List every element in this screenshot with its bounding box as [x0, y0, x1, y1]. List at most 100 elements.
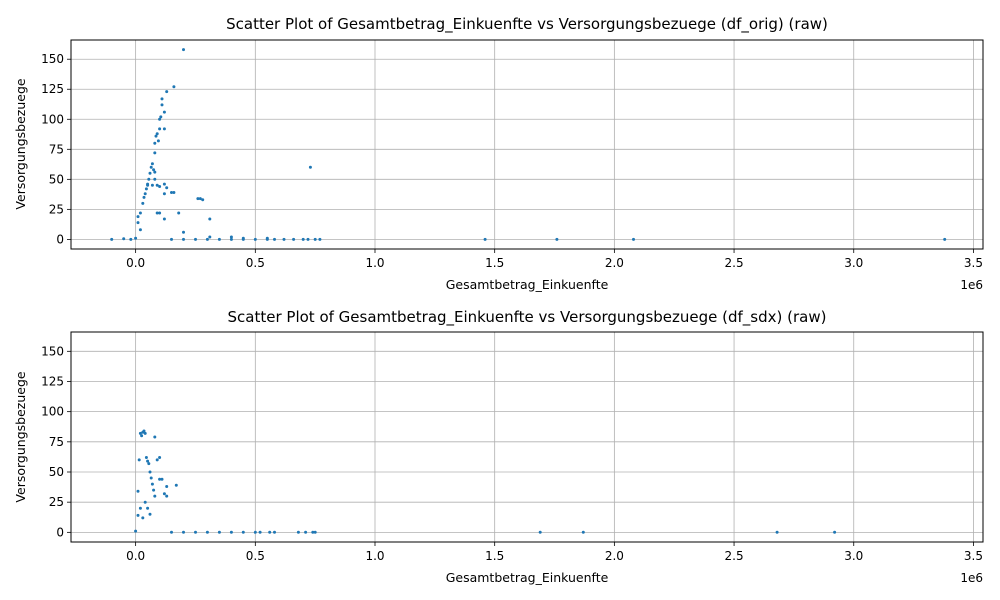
- scatter-point: [143, 500, 147, 504]
- scatter-point: [156, 139, 160, 143]
- subplot-df-orig: Scatter Plot of Gesamtbetrag_Einkuenfte …: [13, 15, 984, 292]
- scatter-point: [143, 431, 147, 435]
- scatter-point: [182, 530, 185, 534]
- scatter-point: [555, 237, 559, 241]
- scatter-point: [158, 185, 162, 188]
- plot-frame: [70, 331, 984, 543]
- scatter-point: [153, 435, 157, 439]
- scatter-point: [162, 110, 166, 114]
- x-tick-label: 0.0: [126, 549, 145, 563]
- scatter-point: [154, 134, 158, 138]
- scatter-point: [153, 494, 157, 498]
- scatter-point: [138, 228, 142, 232]
- scatter-point: [138, 211, 142, 215]
- grid: [71, 40, 983, 249]
- y-axis-label: Versorgungsbezuege: [13, 371, 28, 502]
- scatter-point: [313, 530, 317, 534]
- scatter-point: [158, 211, 162, 215]
- y-tick-label: 75: [49, 435, 64, 449]
- scatter-point: [311, 530, 315, 534]
- scatter-point: [155, 183, 159, 187]
- chart-title: Scatter Plot of Gesamtbetrag_Einkuenfte …: [226, 15, 828, 34]
- scatter-point: [159, 115, 163, 119]
- x-tick-label: 1.5: [485, 256, 504, 270]
- scatter-points: [110, 48, 947, 241]
- scatter-point: [282, 237, 286, 241]
- x-offset-label: 1e6: [960, 571, 983, 585]
- scatter-point: [136, 489, 140, 493]
- x-tick-label: 1.0: [365, 549, 384, 563]
- scatter-point: [165, 485, 169, 488]
- grid: [71, 332, 983, 542]
- scatter-point: [153, 177, 157, 181]
- y-tick-label: 100: [41, 405, 64, 419]
- scatter-point: [136, 221, 140, 225]
- scatter-point: [196, 197, 200, 201]
- scatter-point: [160, 477, 164, 481]
- scatter-point: [134, 236, 138, 240]
- scatter-point: [141, 516, 145, 520]
- scatter-point: [265, 237, 269, 241]
- scatter-point: [306, 237, 310, 241]
- scatter-points: [134, 429, 837, 534]
- scatter-point: [138, 431, 142, 435]
- scatter-point: [136, 215, 140, 219]
- scatter-point: [217, 237, 221, 241]
- scatter-point: [165, 186, 169, 190]
- scatter-point: [273, 530, 276, 534]
- scatter-point: [296, 530, 300, 534]
- subplot-df-sdx: Scatter Plot of Gesamtbetrag_Einkuenfte …: [13, 308, 984, 585]
- scatter-point: [147, 177, 151, 181]
- y-tick-label: 50: [49, 465, 64, 479]
- x-tick-label: 3.5: [964, 549, 983, 563]
- y-tick-label: 150: [41, 344, 64, 358]
- y-tick-label: 50: [49, 172, 64, 186]
- y-tick-label: 150: [41, 52, 64, 66]
- scatter-point: [208, 217, 212, 221]
- x-offset-label: 1e6: [960, 278, 983, 292]
- scatter-point: [182, 237, 185, 241]
- scatter-point: [229, 235, 233, 239]
- scatter-point: [138, 506, 142, 510]
- x-tick-label: 3.0: [844, 256, 863, 270]
- scatter-point: [148, 512, 152, 516]
- scatter-point: [122, 237, 126, 241]
- scatter-point: [153, 141, 157, 145]
- scatter-point: [150, 183, 154, 187]
- scatter-point: [217, 530, 221, 534]
- scatter-point: [158, 477, 162, 481]
- scatter-point: [149, 165, 153, 169]
- scatter-point: [162, 182, 166, 186]
- scatter-point: [141, 201, 145, 205]
- scatter-point: [318, 237, 322, 241]
- x-tick-labels: 0.0 0.5 1.0 1.5 2.0 2.5 3.0 3.5: [126, 249, 983, 270]
- y-tick-label: 25: [49, 202, 64, 216]
- scatter-point: [143, 192, 147, 196]
- scatter-point: [158, 117, 162, 121]
- scatter-point: [165, 90, 169, 94]
- scatter-point: [153, 151, 157, 155]
- x-tick-label: 2.0: [605, 256, 624, 270]
- scatter-point: [150, 162, 154, 166]
- scatter-point: [538, 530, 542, 534]
- scatter-point: [160, 97, 164, 101]
- scatter-point: [253, 237, 257, 241]
- scatter-point: [144, 456, 148, 459]
- scatter-point: [160, 103, 164, 107]
- scatter-point: [194, 530, 197, 534]
- scatter-point: [158, 456, 162, 459]
- scatter-point: [137, 458, 141, 462]
- scatter-point: [162, 127, 166, 131]
- y-tick-labels: 0 25 50 75 100 125 150: [41, 52, 71, 246]
- scatter-point: [172, 85, 176, 89]
- scatter-point: [144, 187, 148, 191]
- scatter-point: [146, 183, 150, 187]
- x-tick-label: 3.0: [844, 549, 863, 563]
- x-tick-label: 3.5: [964, 256, 983, 270]
- y-tick-label: 125: [41, 374, 64, 388]
- x-tick-label: 0.0: [126, 256, 145, 270]
- scatter-point: [150, 482, 154, 486]
- scatter-point: [273, 237, 276, 241]
- scatter-point: [170, 237, 173, 241]
- scatter-point: [201, 198, 205, 202]
